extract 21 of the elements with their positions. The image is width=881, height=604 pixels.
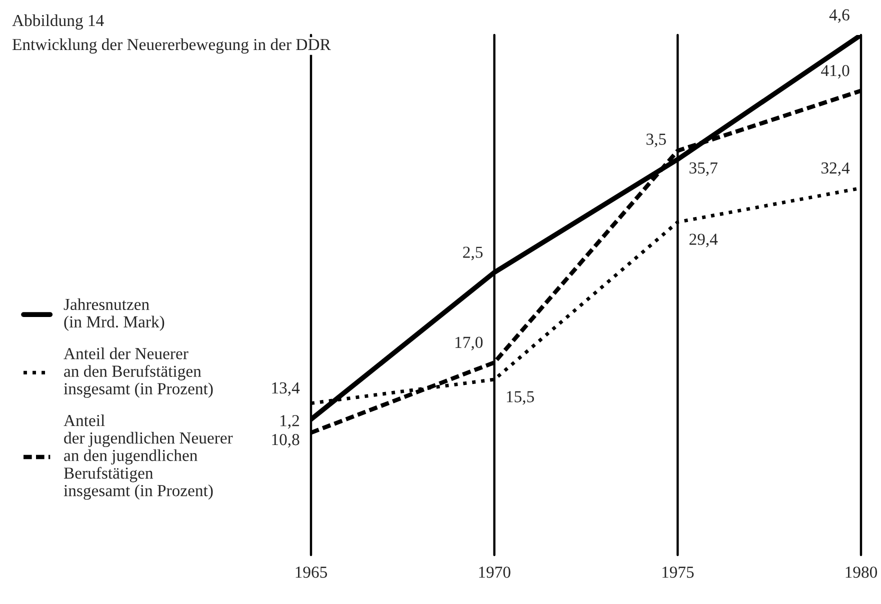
data-label: 13,4 — [272, 382, 300, 396]
data-label: 29,4 — [690, 234, 718, 248]
data-label: 1,2 — [280, 415, 299, 429]
data-label: 3,5 — [646, 134, 666, 148]
legend-label: Anteil der jugendlichen Neuerer an den jugendlichen Berufstätigen insgesamt (in Prozent) — [64, 414, 233, 500]
text: Entwicklung der Neuererbewegung in der DDR — [12, 38, 331, 54]
legend-label: Anteil der Neuerer an den Berufstätigen insgesamt (in Prozent) — [64, 348, 213, 398]
x-tick-label: 1965 — [296, 566, 328, 578]
data-label: 4,6 — [829, 9, 850, 23]
data-label: 10,8 — [272, 434, 300, 448]
data-label: 15,5 — [506, 391, 534, 405]
x-tick-label: 1980 — [846, 566, 878, 578]
x-tick-label: 1975 — [662, 566, 694, 578]
data-label: 2,5 — [463, 246, 483, 260]
data-label: 17,0 — [456, 336, 483, 350]
data-label: 41,0 — [821, 64, 850, 79]
data-label: 35,7 — [690, 162, 718, 176]
legend-label: Jahresnutzen (in Mrd. Mark) — [64, 298, 164, 331]
x-tick-label: 1970 — [479, 566, 510, 578]
data-label: 32,4 — [822, 162, 850, 176]
text: Abbildung 14 — [12, 14, 104, 30]
